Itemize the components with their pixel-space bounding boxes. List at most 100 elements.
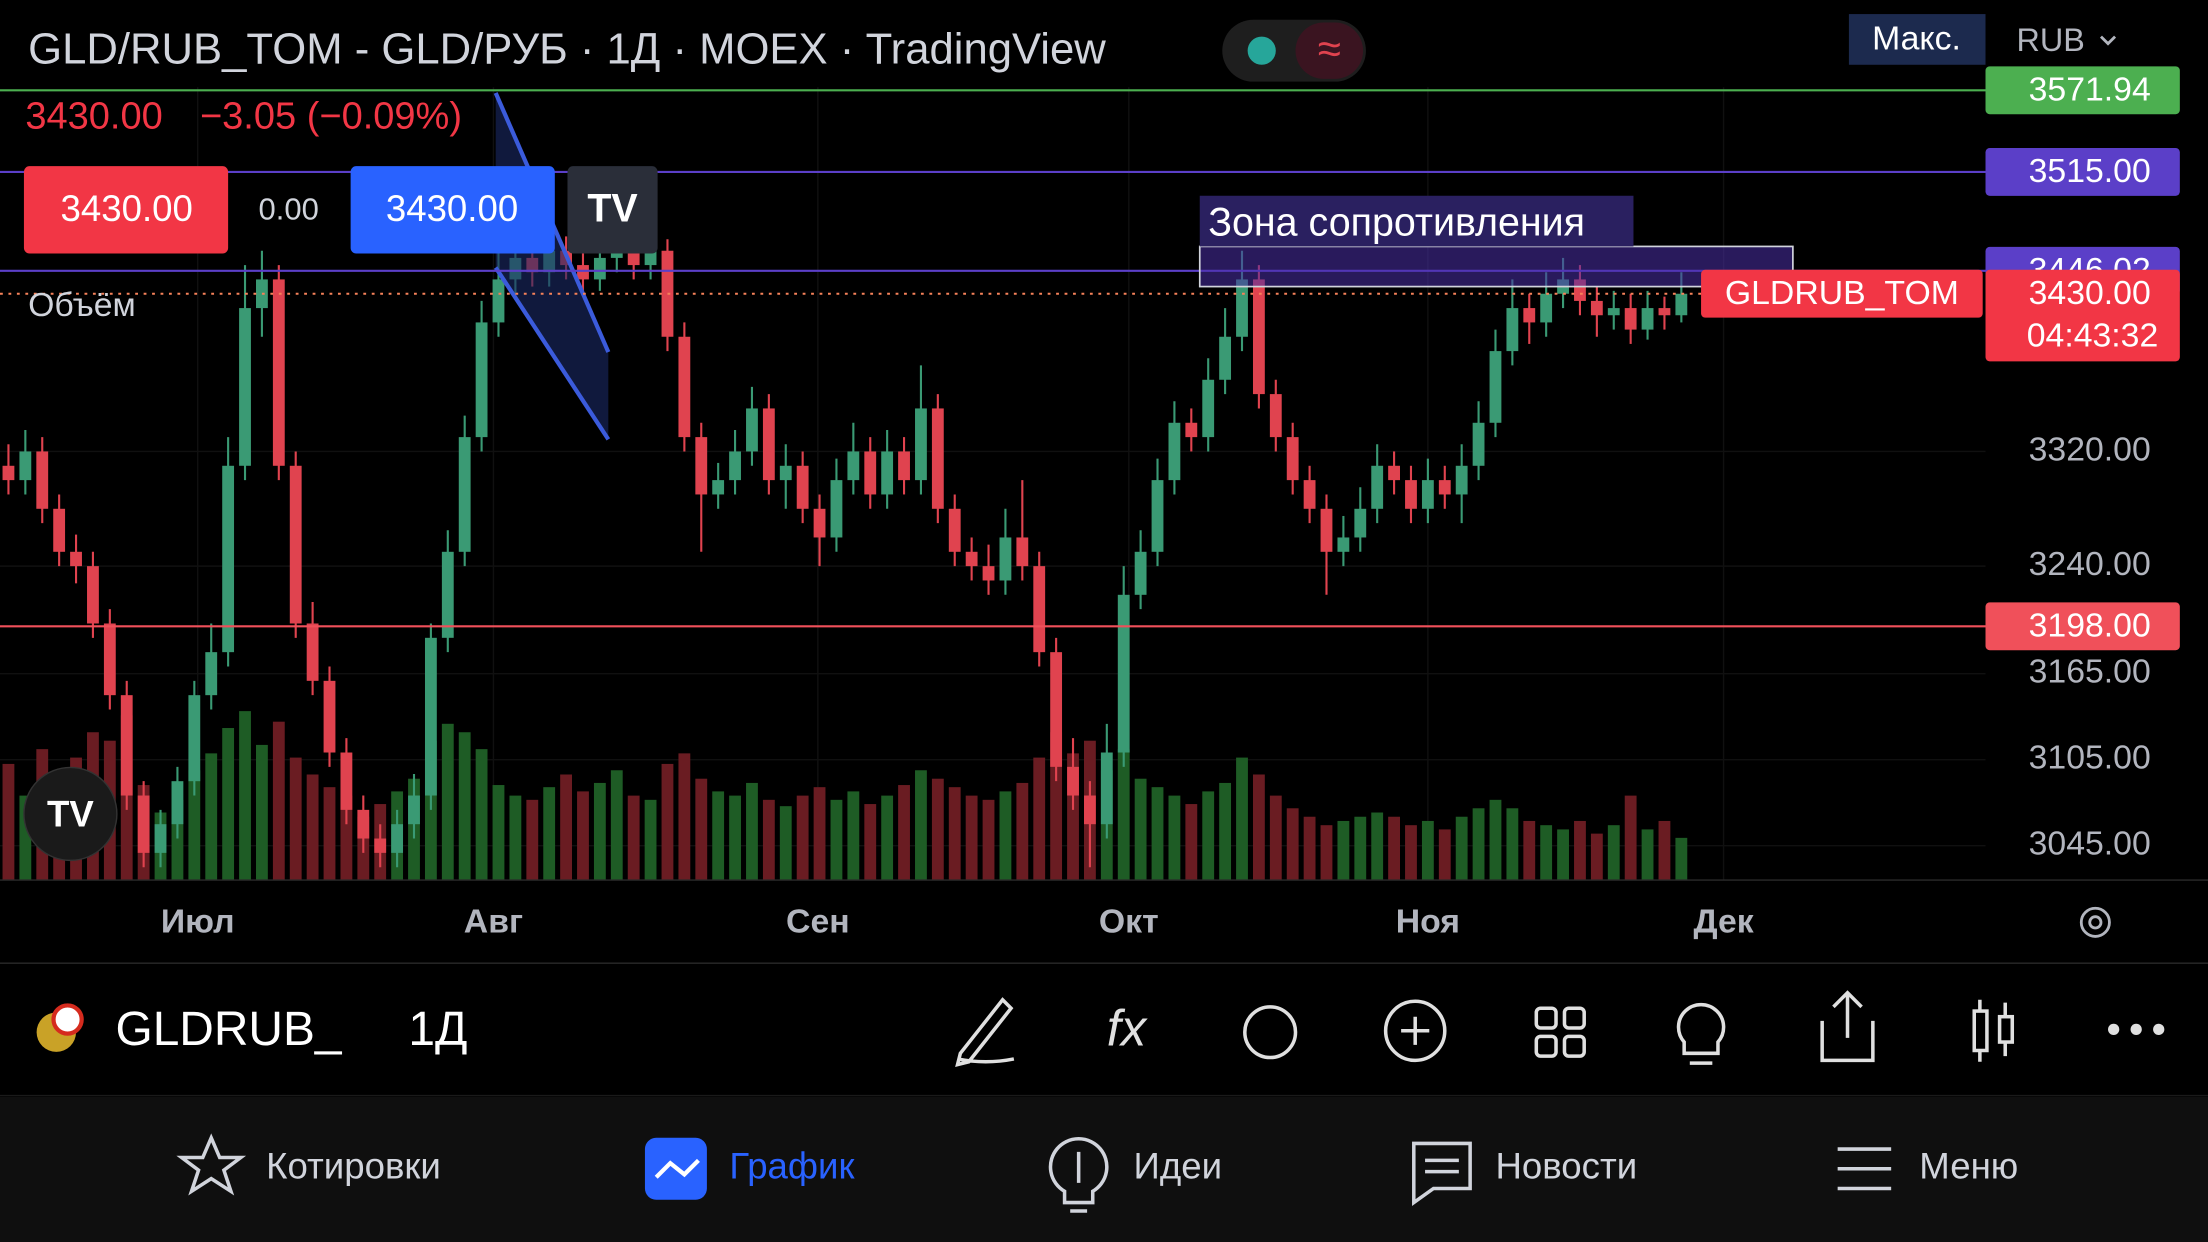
candle-body	[830, 480, 843, 538]
range-button-label: Макс.	[1872, 20, 1961, 58]
volume-bar	[1624, 795, 1637, 881]
draw-icon[interactable]	[955, 997, 1015, 1067]
volume-bar	[441, 723, 454, 881]
candle-body	[103, 623, 116, 696]
volume-bar	[931, 778, 944, 881]
candle-body	[171, 781, 184, 825]
toolbar-symbol[interactable]: GLDRUB_	[115, 1003, 342, 1056]
alert-icon[interactable]	[1243, 1005, 1298, 1060]
indicators-icon[interactable]: fx	[1107, 1000, 1148, 1057]
symbol-flag-ru	[51, 1003, 84, 1036]
candle-body	[1067, 766, 1079, 796]
currency-select[interactable]: RUB	[2016, 22, 2084, 58]
share-icon[interactable]	[1820, 990, 1875, 1063]
volume-bar	[1269, 795, 1282, 881]
toolbar-interval[interactable]: 1Д	[408, 1003, 467, 1056]
candle-body	[779, 465, 792, 481]
volume-bar	[340, 795, 353, 881]
level-label-box	[1985, 66, 2180, 115]
volume-bar	[272, 721, 285, 881]
candle-body	[458, 437, 471, 552]
volume-bar	[1421, 820, 1434, 881]
status-dot	[1247, 36, 1276, 65]
volume-bar	[1574, 820, 1586, 881]
sell-price: 3430.00	[61, 188, 193, 229]
candle-body	[222, 465, 235, 653]
volume-bar	[1016, 782, 1029, 881]
candle-body	[1016, 537, 1029, 567]
settings-icon[interactable]	[2079, 906, 2111, 938]
candle-body	[1100, 752, 1113, 825]
nav-item[interactable]: Котировки	[266, 1145, 441, 1186]
level-label: 3571.94	[2029, 71, 2151, 109]
candle-body	[627, 243, 640, 266]
x-tick-label: Сен	[786, 903, 850, 941]
candle-body	[1405, 480, 1417, 509]
currency-chevron	[2099, 35, 2117, 46]
volume-bar	[999, 791, 1012, 881]
layout-icon[interactable]	[1534, 1006, 1586, 1058]
candle-body	[1371, 465, 1384, 509]
tv-badge[interactable]	[23, 766, 118, 862]
volume-bar	[1236, 757, 1248, 881]
x-tick-label: Июл	[161, 903, 235, 941]
candle-body	[1337, 537, 1350, 552]
volume-bar	[1337, 820, 1350, 881]
volume-bar	[1607, 825, 1620, 881]
candle-body	[1540, 293, 1553, 323]
candle-body	[881, 451, 894, 495]
broker-button[interactable]	[567, 166, 658, 254]
more-icon[interactable]	[2108, 1023, 2165, 1035]
volume-bar	[526, 799, 539, 881]
candle-body	[1050, 652, 1063, 767]
nav-item[interactable]: Идеи	[1134, 1145, 1223, 1186]
zone-label: Зона сопротивления	[1208, 201, 1585, 245]
candle-body	[644, 250, 657, 266]
candle-body	[813, 508, 826, 538]
nav-item[interactable]: График	[729, 1145, 855, 1186]
volume-bar	[1489, 799, 1502, 881]
candle-body	[931, 408, 944, 509]
candle-body	[1489, 351, 1502, 423]
volume-bar	[1252, 774, 1265, 881]
candle-body	[948, 508, 961, 552]
volume-bar	[1185, 804, 1198, 881]
candle-body	[864, 451, 877, 495]
buy-button[interactable]	[350, 166, 555, 254]
ideas-icon[interactable]	[1676, 1002, 1726, 1065]
nav-chart-icon-line	[654, 1158, 700, 1179]
volume-bar	[1134, 778, 1147, 881]
level-label: 3198.00	[2029, 607, 2151, 645]
volume-bar	[695, 778, 708, 881]
volume-bar	[1405, 825, 1417, 881]
range-button[interactable]	[1848, 14, 1986, 65]
chart-type-icon[interactable]	[1972, 999, 2015, 1062]
nav-news-icon	[1412, 1141, 1472, 1206]
candle-body	[593, 257, 606, 280]
volume-bar	[509, 795, 522, 881]
candle-body	[374, 838, 387, 853]
y-tick-label: 3105.00	[2029, 739, 2151, 777]
candle-body	[188, 695, 201, 782]
sell-button[interactable]	[23, 166, 229, 254]
candle-body	[1675, 293, 1688, 316]
volume-bar	[982, 799, 995, 881]
nav-item[interactable]: Меню	[1919, 1145, 2018, 1186]
candle-body	[357, 809, 370, 839]
candle-body	[577, 265, 589, 280]
candle-body	[340, 752, 353, 810]
volume-bar	[458, 732, 471, 881]
volume-bar	[610, 770, 623, 881]
x-tick-label: Авг	[464, 903, 523, 941]
candle-body	[1033, 566, 1046, 653]
candle-body	[1523, 308, 1536, 323]
nav-item[interactable]: Новости	[1495, 1145, 1637, 1186]
volume-bar	[1371, 812, 1384, 881]
candle-body	[272, 279, 285, 466]
symbol-label: GLDRUB_TOM	[1725, 274, 1959, 312]
volume-bar	[864, 804, 877, 881]
add-icon[interactable]	[1383, 999, 1447, 1063]
volume-bar	[1658, 820, 1671, 881]
volume-label: Объём	[28, 286, 136, 324]
spread: 0.00	[259, 191, 319, 226]
